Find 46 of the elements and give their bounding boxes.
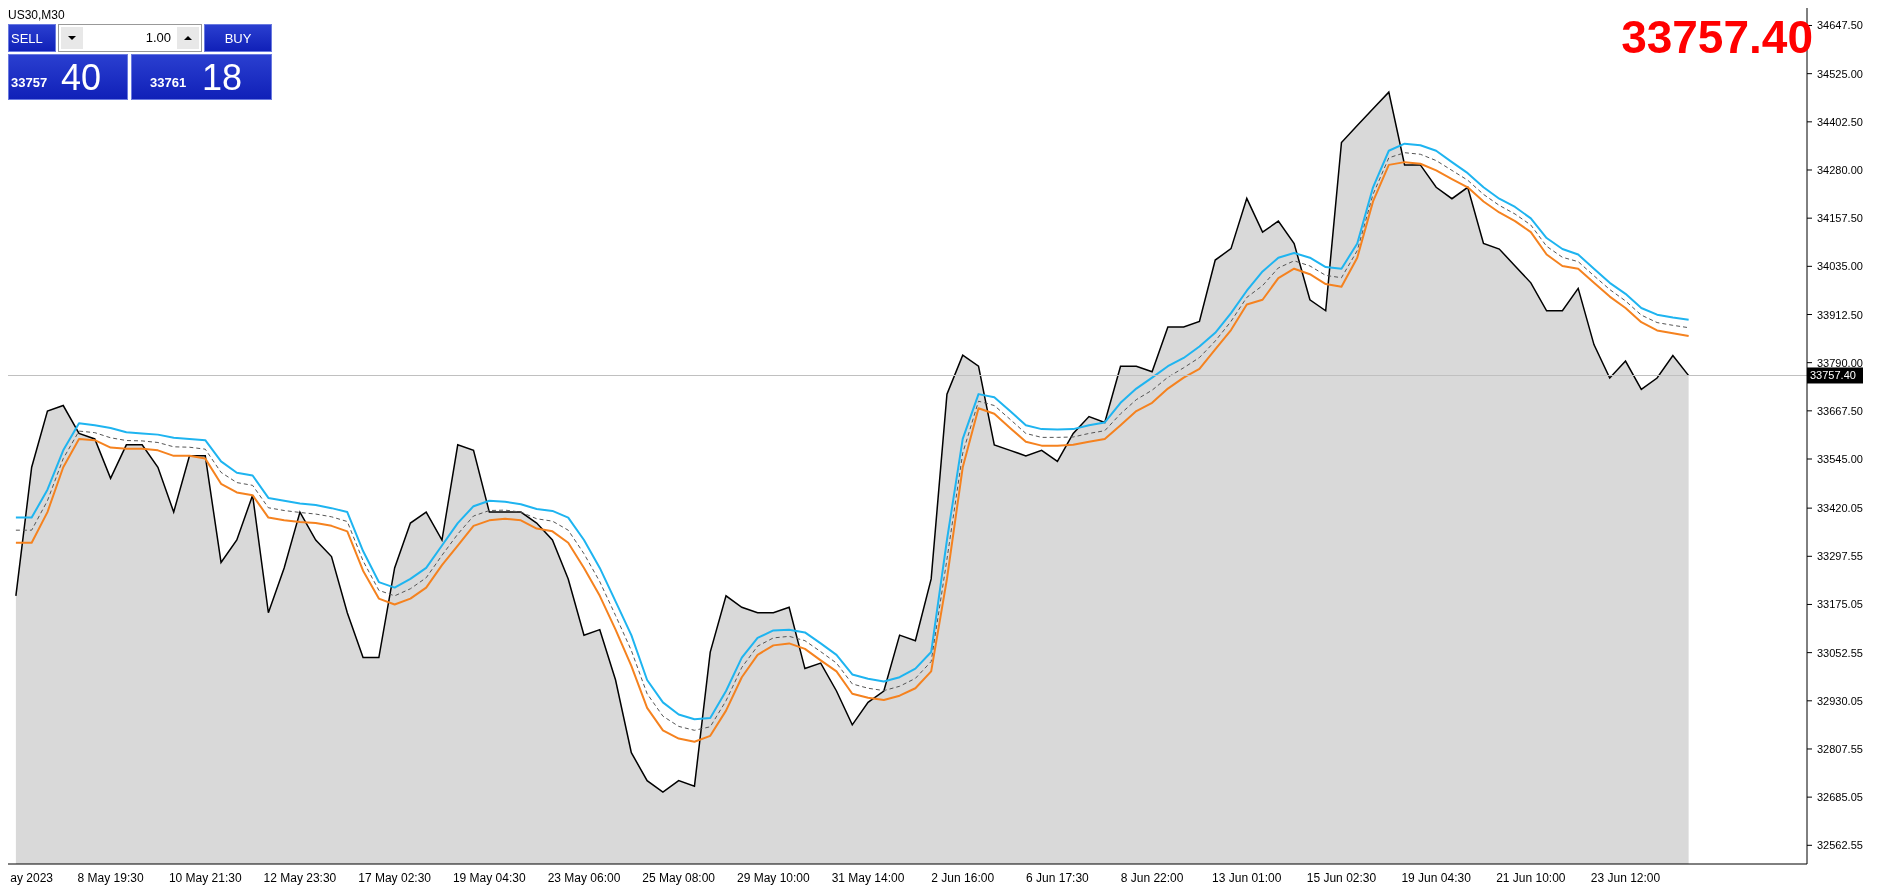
x-tick-label: 8 May 19:30 — [77, 871, 144, 885]
y-tick-label: 32685.05 — [1817, 791, 1863, 804]
annotation: 40 — [61, 57, 102, 99]
y-tick-label: 32562.55 — [1817, 839, 1863, 852]
y-tick-label: 33790.00 — [1817, 356, 1863, 369]
y-tick-label: 33912.50 — [1817, 308, 1863, 321]
x-tick-label: 23 Jun 12:00 — [1590, 871, 1661, 885]
annotation: 33761 — [150, 75, 187, 90]
x-tick-label: 13 Jun 01:00 — [1212, 871, 1282, 885]
y-tick-label: 34280.00 — [1817, 164, 1863, 176]
x-tick-label: 19 May 04:30 — [452, 871, 526, 885]
annotation: 33757 — [11, 75, 48, 90]
x-tick-label: 6 Jun 17:30 — [1026, 871, 1090, 885]
annotation: 18 — [202, 57, 243, 99]
x-tick-label: 8 Jun 22:00 — [1120, 871, 1184, 885]
y-tick-label: 34647.50 — [1817, 19, 1863, 32]
y-tick-label: 33297.55 — [1817, 550, 1863, 563]
x-tick-label: 31 May 14:00 — [831, 871, 905, 885]
x-tick-label: 17 May 02:30 — [358, 871, 432, 885]
annotation: BUY — [204, 24, 272, 52]
annotation: 33757.40 — [1621, 11, 1813, 63]
ref-line-label: 33757.40 — [1810, 369, 1856, 382]
y-tick-label: 34402.50 — [1817, 115, 1863, 128]
y-tick-label: 34157.50 — [1817, 212, 1863, 225]
x-tick-label: 21 Jun 10:00 — [1496, 871, 1566, 885]
x-tick-label: 12 May 23:30 — [263, 871, 337, 885]
x-tick-label: ay 2023 — [10, 871, 54, 885]
y-tick-label: 34525.00 — [1817, 67, 1863, 80]
y-tick-label: 33545.00 — [1817, 453, 1863, 465]
y-tick-label: 33052.55 — [1817, 646, 1863, 659]
x-tick-label: 29 May 10:00 — [737, 871, 811, 885]
annotation: 1.00 — [145, 30, 171, 45]
y-tick-label: 32930.05 — [1817, 694, 1863, 707]
y-tick-label: 32807.55 — [1817, 742, 1863, 755]
x-tick-label: 19 Jun 04:30 — [1401, 871, 1472, 885]
y-tick-label: 34035.00 — [1817, 260, 1863, 273]
chart-title: US30,M30 — [8, 8, 65, 22]
y-tick-label: 33667.50 — [1817, 404, 1863, 417]
y-tick-label: 33420.05 — [1817, 502, 1863, 515]
x-tick-label: 23 May 06:00 — [547, 871, 621, 885]
x-tick-label: 2 Jun 16:00 — [931, 871, 995, 885]
y-tick-label: 33175.05 — [1817, 598, 1863, 611]
x-tick-label: 10 May 21:30 — [168, 871, 242, 885]
annotation: SELL — [8, 24, 56, 52]
x-tick-label: 15 Jun 02:30 — [1306, 871, 1377, 885]
x-tick-label: 25 May 08:00 — [642, 871, 716, 885]
